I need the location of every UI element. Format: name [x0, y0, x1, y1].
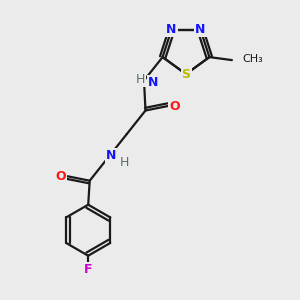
Text: N: N — [106, 149, 116, 162]
Text: H: H — [136, 73, 145, 85]
Text: F: F — [84, 263, 92, 276]
Text: N: N — [167, 23, 177, 36]
Text: N: N — [148, 76, 158, 88]
Text: N: N — [195, 23, 206, 36]
Text: CH₃: CH₃ — [242, 54, 263, 64]
Text: H: H — [120, 156, 130, 169]
Text: S: S — [182, 68, 190, 81]
Text: O: O — [169, 100, 180, 112]
Text: O: O — [55, 170, 66, 183]
